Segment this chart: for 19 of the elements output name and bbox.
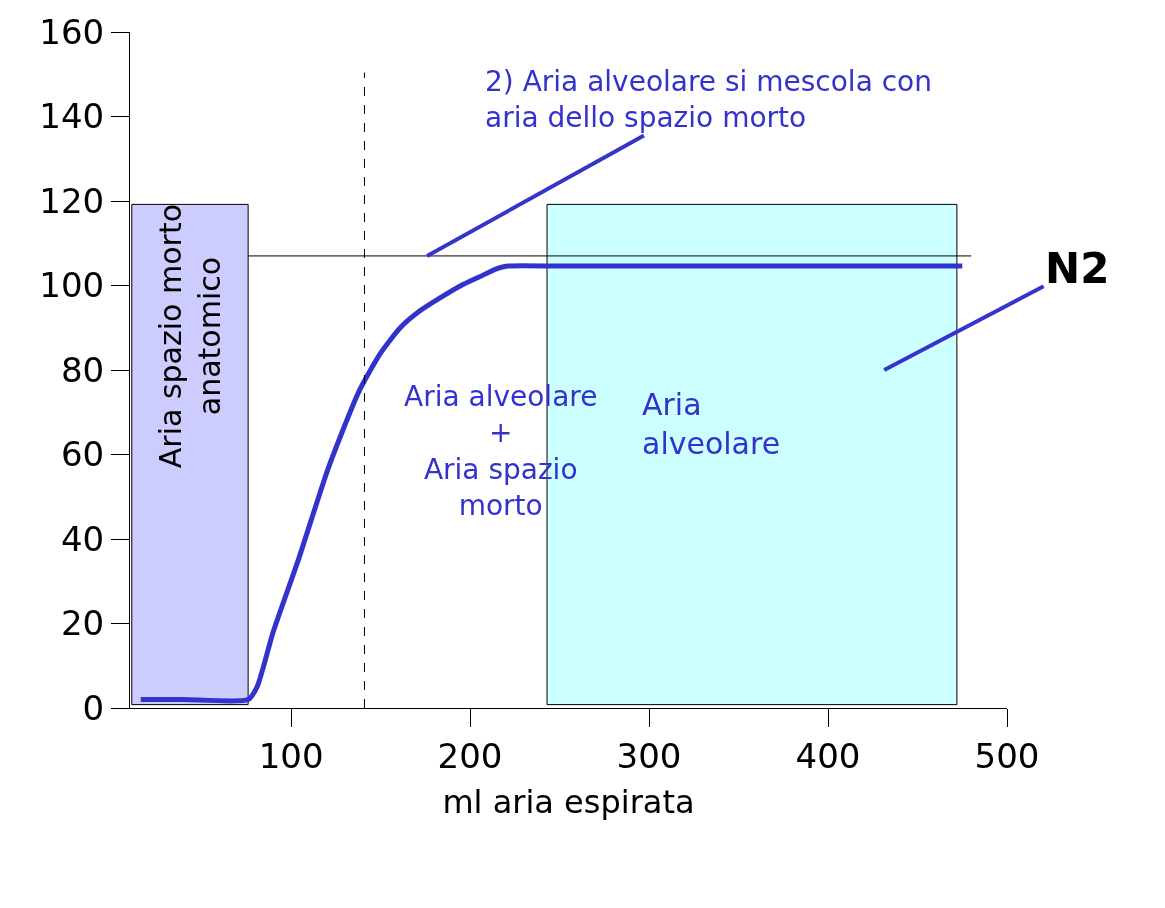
text: N2 (1045, 244, 1110, 293)
band-label: Aria alveolare (642, 387, 781, 461)
y-tick-label: 160 (39, 11, 105, 52)
y-tick-label: 100 (39, 265, 105, 306)
x-tick-label: 300 (616, 735, 682, 776)
band-label: Aria spazio morto anatomico (152, 203, 227, 469)
y-tick-label: 0 (82, 687, 105, 728)
y-tick-label: 20 (60, 603, 105, 644)
y-tick-label: 120 (39, 180, 105, 221)
x-tick-label: 500 (974, 735, 1040, 776)
x-tick-label: 400 (795, 735, 861, 776)
annotation: 2) Aria alveolare si mescola con aria dello spazio morto (485, 65, 932, 135)
y-tick-label: 140 (39, 96, 105, 137)
y-tick-label: 40 (60, 518, 105, 559)
y-tick-label: 60 (60, 434, 105, 475)
x-tick-label: 100 (258, 735, 324, 776)
y-tick-label: 80 (60, 349, 105, 390)
x-axis-title: ml aria espirata (442, 782, 695, 821)
x-tick-label: 200 (437, 735, 503, 776)
